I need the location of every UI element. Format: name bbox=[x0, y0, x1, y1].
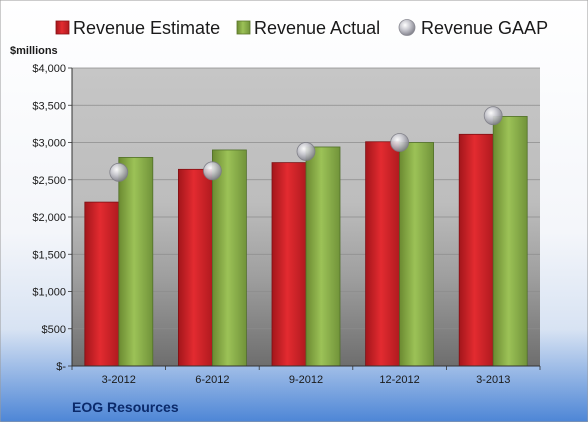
bar-revenue-actual bbox=[399, 142, 435, 367]
legend-label-gaap: Revenue GAAP bbox=[421, 18, 548, 38]
x-tick-label: 9-2012 bbox=[289, 374, 323, 386]
marker-revenue-gaap bbox=[390, 133, 410, 152]
gaap-markers bbox=[109, 106, 503, 182]
y-tick-label: $4,000 bbox=[32, 63, 66, 75]
legend-swatch-estimate bbox=[55, 20, 70, 35]
bar-revenue-actual bbox=[305, 146, 341, 367]
y-tick-label: $3,500 bbox=[32, 100, 66, 112]
marker-revenue-gaap bbox=[202, 161, 222, 181]
y-unit-label: $millions bbox=[10, 45, 58, 57]
axes: $- $500 $1,000 $1,500 $2,000 $2,500 $3,000 $3,5… bbox=[32, 63, 541, 386]
bar-revenue-estimate bbox=[458, 133, 494, 367]
bar-revenue-estimate bbox=[271, 162, 307, 367]
x-tick-label: 6-2012 bbox=[195, 374, 229, 386]
bars bbox=[84, 116, 528, 367]
y-tick-label: $2,000 bbox=[32, 212, 66, 224]
marker-revenue-gaap bbox=[296, 142, 316, 161]
bar-revenue-estimate bbox=[365, 141, 401, 367]
y-tick-label: $- bbox=[56, 361, 66, 373]
x-tick-label: 12-2012 bbox=[379, 374, 419, 386]
x-tick-label: 3-2012 bbox=[102, 374, 136, 386]
bar-revenue-estimate bbox=[177, 168, 213, 367]
x-tick-label: 3-2013 bbox=[476, 374, 510, 386]
y-tick-label: $1,500 bbox=[32, 249, 66, 261]
legend-swatch-actual bbox=[236, 20, 251, 35]
y-tick-label: $500 bbox=[42, 324, 66, 336]
legend-label-actual: Revenue Actual bbox=[254, 18, 380, 38]
y-tick-label: $3,000 bbox=[32, 138, 66, 150]
y-tick-label: $1,000 bbox=[32, 287, 66, 299]
bar-revenue-estimate bbox=[84, 201, 120, 367]
y-tick-label: $2,500 bbox=[32, 175, 66, 187]
bar-revenue-actual bbox=[118, 156, 154, 367]
marker-revenue-gaap bbox=[483, 106, 503, 126]
marker-revenue-gaap bbox=[109, 162, 129, 182]
legend-label-estimate: Revenue Estimate bbox=[73, 18, 220, 38]
company-name: EOG Resources bbox=[72, 399, 179, 415]
bar-revenue-actual bbox=[211, 149, 247, 367]
legend-marker-gaap bbox=[398, 19, 416, 36]
bar-revenue-actual bbox=[492, 116, 528, 367]
legend: Revenue Estimate Revenue Actual Revenue … bbox=[55, 18, 548, 38]
